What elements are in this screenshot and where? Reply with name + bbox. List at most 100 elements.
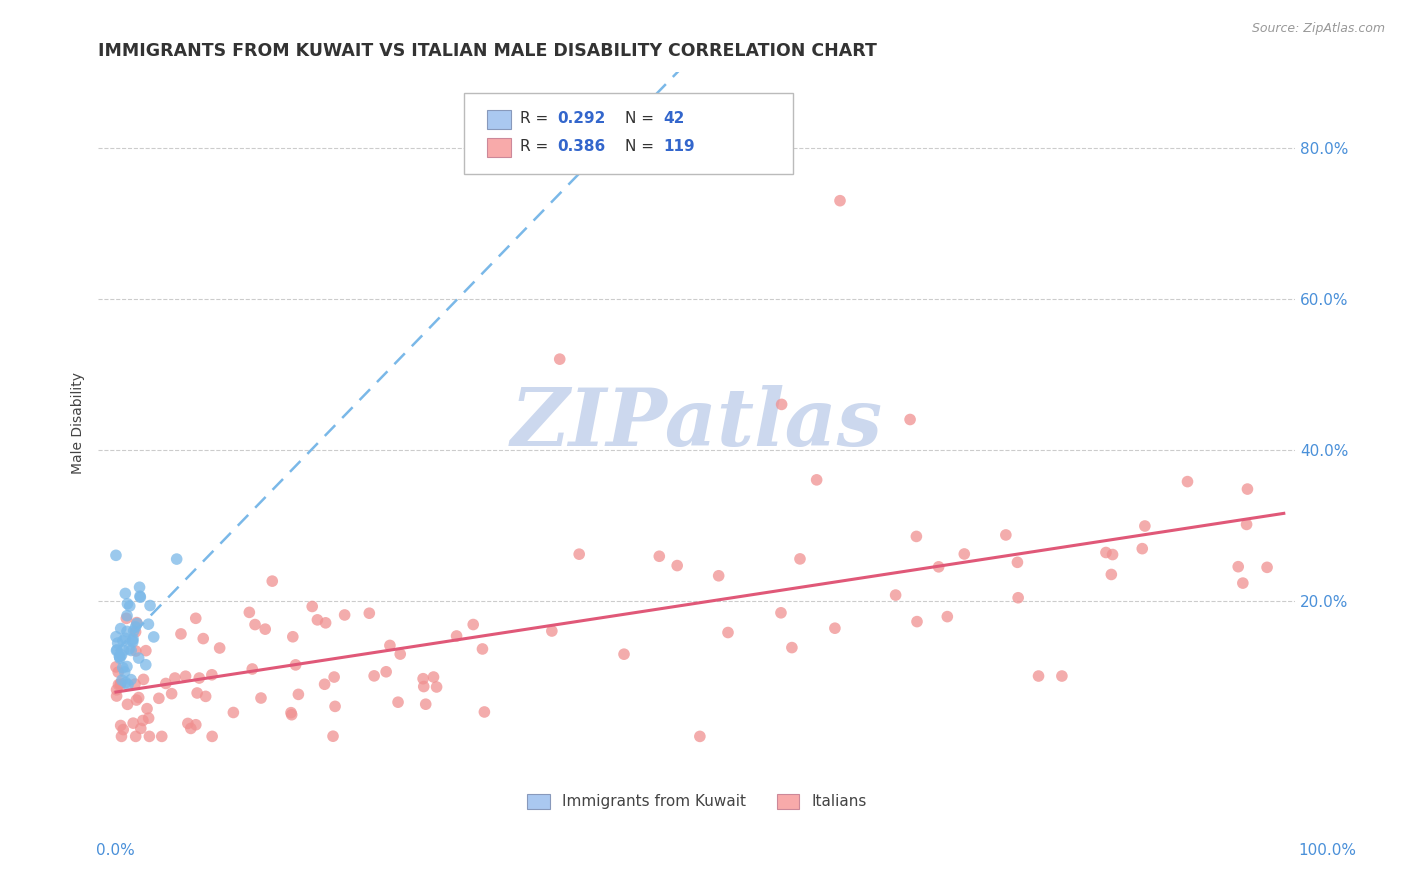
Point (129, 591, 152, 605)
Point (110, 718, 132, 732)
Text: R =: R = (520, 112, 553, 127)
Point (240, 662, 263, 676)
Point (132, 673, 155, 687)
Point (155, 676, 177, 690)
Point (115, 611, 138, 625)
Point (138, 711, 160, 725)
Point (208, 640, 231, 655)
Point (184, 717, 207, 731)
Point (412, 680, 434, 694)
Point (105, 630, 128, 644)
Point (828, 194, 851, 208)
Point (648, 549, 671, 564)
Text: 0.292: 0.292 (557, 112, 605, 127)
Point (108, 649, 131, 664)
Point (166, 552, 188, 566)
Point (548, 352, 571, 367)
Point (122, 716, 145, 731)
Point (994, 528, 1017, 542)
Point (1236, 517, 1258, 532)
Point (180, 722, 202, 736)
Point (124, 624, 146, 639)
Point (284, 657, 307, 672)
Point (174, 669, 197, 683)
Point (540, 624, 562, 638)
Point (125, 693, 148, 707)
Point (707, 568, 730, 582)
Point (107, 665, 129, 679)
Point (121, 633, 143, 648)
Point (280, 706, 302, 720)
Point (1095, 545, 1118, 559)
Point (389, 647, 412, 661)
Point (1133, 519, 1156, 533)
Point (789, 552, 811, 566)
Point (111, 634, 134, 648)
Point (307, 613, 329, 627)
Point (125, 615, 148, 630)
Point (323, 699, 346, 714)
Point (184, 611, 207, 625)
Point (115, 608, 138, 623)
Text: 100.0%: 100.0% (1299, 843, 1357, 858)
Point (132, 714, 155, 728)
Text: N =: N = (626, 138, 659, 153)
Point (238, 605, 260, 619)
Point (118, 599, 141, 613)
Point (105, 643, 128, 657)
Point (280, 707, 302, 722)
Point (287, 687, 309, 701)
Legend: Immigrants from Kuwait, Italians: Immigrants from Kuwait, Italians (520, 788, 873, 815)
Point (936, 609, 959, 624)
Point (281, 630, 304, 644)
Point (387, 695, 409, 709)
Point (1232, 576, 1254, 591)
Point (1227, 559, 1250, 574)
Point (770, 397, 793, 411)
Point (104, 549, 127, 563)
Point (105, 682, 128, 697)
Point (474, 705, 496, 719)
Point (150, 730, 173, 744)
Point (117, 698, 139, 712)
Point (177, 716, 200, 731)
Point (359, 606, 381, 620)
Point (163, 671, 186, 685)
Point (426, 680, 449, 694)
Point (114, 675, 136, 690)
Point (222, 706, 245, 720)
Point (769, 606, 792, 620)
Point (363, 669, 385, 683)
Point (194, 690, 217, 704)
Point (160, 687, 183, 701)
Point (898, 412, 921, 426)
Point (471, 642, 494, 657)
Point (186, 686, 208, 700)
Point (135, 657, 157, 672)
Point (114, 665, 136, 679)
Point (1130, 541, 1153, 556)
Point (201, 730, 224, 744)
Point (314, 677, 336, 691)
Point (128, 580, 150, 594)
Point (117, 597, 139, 611)
Point (138, 617, 160, 632)
Point (136, 701, 159, 715)
Point (107, 678, 129, 692)
Point (125, 730, 148, 744)
Point (666, 558, 689, 573)
Point (128, 651, 150, 665)
Point (1007, 555, 1029, 569)
Point (105, 689, 128, 703)
Point (323, 670, 346, 684)
Point (148, 691, 170, 706)
Point (188, 671, 211, 685)
Point (780, 640, 803, 655)
Point (108, 651, 131, 665)
Point (118, 642, 141, 657)
Point (378, 639, 401, 653)
Point (243, 617, 266, 632)
Point (125, 644, 148, 658)
Point (1236, 482, 1258, 496)
Point (717, 625, 740, 640)
